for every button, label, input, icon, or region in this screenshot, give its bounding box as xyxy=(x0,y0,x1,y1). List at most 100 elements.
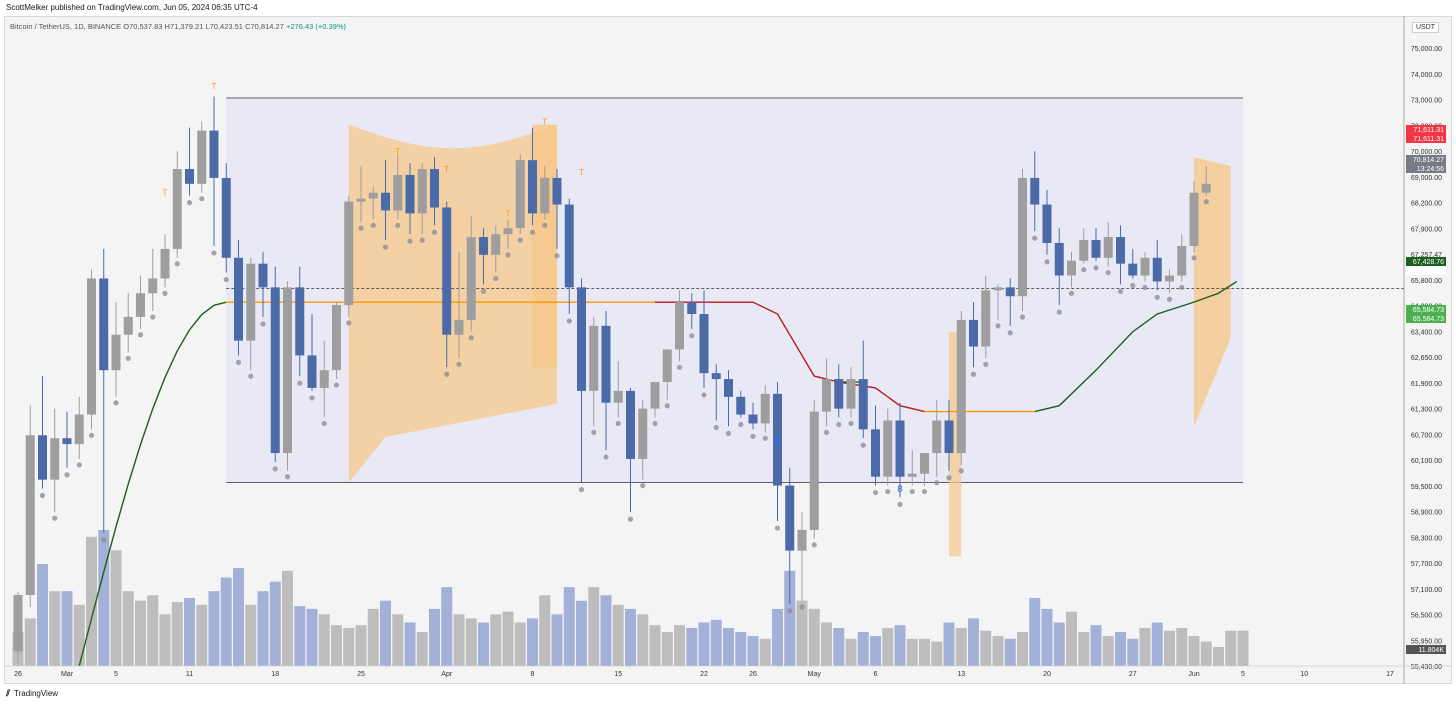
volume-bar xyxy=(808,608,820,666)
legend-open: O70,537.83 xyxy=(123,22,163,31)
candle-body xyxy=(1116,237,1125,264)
price-label: 13:24:56 xyxy=(1417,166,1444,173)
volume-bar xyxy=(857,632,869,666)
candle-body xyxy=(172,169,182,249)
volume-bar xyxy=(1078,632,1090,666)
candle-body xyxy=(650,382,660,409)
candle xyxy=(993,284,1003,320)
volume-bar xyxy=(931,641,943,666)
time-tick-label: 18 xyxy=(271,671,279,678)
volume-bar xyxy=(906,638,918,666)
volume-bar xyxy=(37,564,48,666)
currency-unit-badge[interactable]: USDT xyxy=(1412,22,1440,33)
candle xyxy=(969,302,978,368)
candle xyxy=(540,166,550,220)
candle xyxy=(675,290,684,362)
candle xyxy=(221,163,231,273)
candle-body xyxy=(1152,257,1162,282)
price-label: 65,584.73 xyxy=(1413,316,1444,323)
time-tick-label: 26 xyxy=(14,671,22,678)
signal-dot xyxy=(1166,296,1173,302)
candle-body xyxy=(638,408,648,459)
candle-body xyxy=(356,198,366,202)
signal-dot xyxy=(542,222,548,228)
candle xyxy=(809,399,819,539)
candle-body xyxy=(601,325,611,403)
footer-brand[interactable]: TradingView xyxy=(14,689,59,698)
candle xyxy=(319,340,329,418)
candle-body xyxy=(123,316,133,335)
tradingview-logo-icon[interactable]: ⫽ xyxy=(6,688,11,698)
volume-bar xyxy=(233,568,244,666)
candle xyxy=(1177,234,1187,282)
candle-body xyxy=(1054,242,1064,276)
publisher-header: ScottMelker published on TradingView.com… xyxy=(6,3,258,12)
volume-bar xyxy=(1164,630,1175,666)
candle-body xyxy=(491,234,501,255)
candle xyxy=(454,251,464,359)
time-tick-label: 6 xyxy=(874,671,878,678)
signal-dot xyxy=(137,332,144,338)
candle xyxy=(185,127,194,196)
volume-bar xyxy=(784,570,796,666)
candle xyxy=(393,154,403,220)
signal-dot xyxy=(1105,270,1111,276)
volume-bar xyxy=(343,627,355,666)
volume-bar xyxy=(208,591,220,666)
price-tick-label: 75,000.00 xyxy=(1411,46,1442,53)
signal-dot xyxy=(358,225,364,231)
volume-bar xyxy=(1176,627,1188,666)
candle xyxy=(1128,248,1138,279)
candle-body xyxy=(25,435,35,596)
candle-body xyxy=(981,290,991,347)
signal-dot xyxy=(554,253,560,259)
volume-bar xyxy=(870,636,881,666)
time-tick-label: 26 xyxy=(749,671,757,678)
candle xyxy=(552,169,562,249)
signal-marker-t: T xyxy=(542,118,547,127)
candle xyxy=(613,361,623,418)
signal-dot xyxy=(774,525,781,531)
candle xyxy=(895,402,905,498)
price-tick-label: 63,400.00 xyxy=(1411,329,1442,336)
candle-body xyxy=(111,334,121,371)
candle xyxy=(123,293,133,353)
time-tick-label: May xyxy=(808,671,822,678)
candle xyxy=(981,275,991,359)
candle-body xyxy=(466,237,476,320)
candle xyxy=(381,160,390,241)
volume-bar xyxy=(1151,622,1163,666)
signal-dot xyxy=(762,435,768,441)
candle xyxy=(564,198,574,314)
volume-bar xyxy=(245,604,257,666)
symbol-legend: Bitcoin / TetherUS, 1D, BINANCE O70,537.… xyxy=(10,22,346,31)
candle xyxy=(1018,169,1027,312)
footer: ⫽ TradingView xyxy=(6,688,58,699)
signal-dot xyxy=(897,501,903,507)
signal-dot xyxy=(517,237,523,243)
volume-bar xyxy=(1017,632,1028,666)
volume-bar xyxy=(821,622,832,666)
volume-bar xyxy=(539,595,551,666)
signal-dot xyxy=(431,229,438,235)
volume-bar xyxy=(478,622,489,666)
price-label: 67,428.76 xyxy=(1413,259,1444,266)
candle xyxy=(773,382,782,522)
candle xyxy=(25,405,35,607)
candle xyxy=(907,450,917,486)
signal-dot xyxy=(1068,290,1075,296)
candle-body xyxy=(430,169,439,208)
candle xyxy=(13,592,23,664)
candle xyxy=(834,364,844,418)
signal-dot xyxy=(150,314,156,320)
candle-body xyxy=(907,473,917,477)
signal-dot xyxy=(872,489,879,496)
volume-bar xyxy=(1004,638,1016,666)
signal-dot xyxy=(1130,282,1136,289)
signal-dot xyxy=(921,488,928,495)
time-tick-label: 17 xyxy=(1386,671,1394,678)
candle xyxy=(1140,251,1150,282)
volume-bar xyxy=(637,614,649,666)
candle xyxy=(883,408,893,486)
